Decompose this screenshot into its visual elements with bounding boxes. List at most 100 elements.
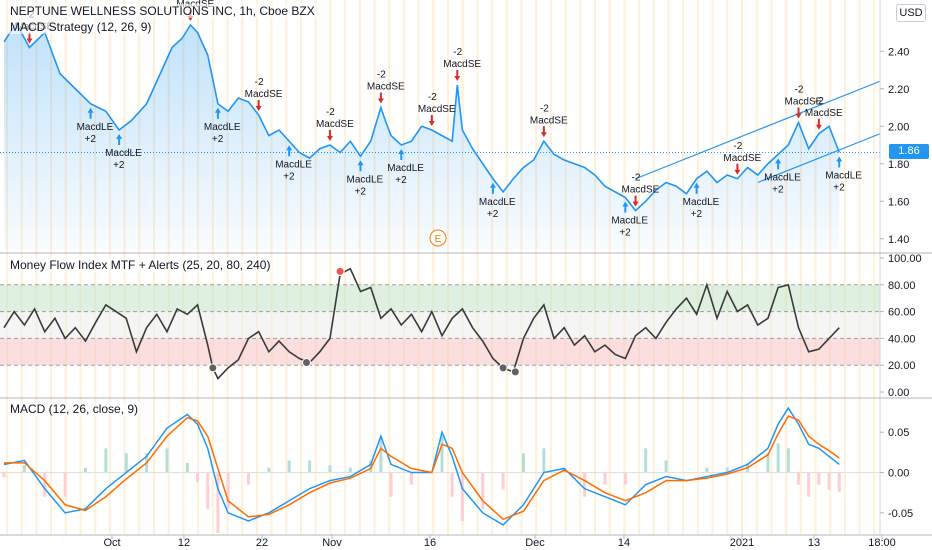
y-tick-label: 2.40 xyxy=(888,46,909,58)
y-tick-label: 1.80 xyxy=(888,159,909,171)
price-area xyxy=(4,23,840,250)
x-tick-label: 16 xyxy=(424,537,436,549)
last-price-badge: 1.86 xyxy=(889,144,929,159)
macd-histogram-bar xyxy=(369,460,373,473)
y-tick-label: 0.00 xyxy=(888,387,909,399)
short-entry-label: MacdSE xyxy=(723,153,761,164)
macd-histogram-bar xyxy=(450,472,454,497)
strategy-title: MACD Strategy (12, 26, 9) xyxy=(8,20,154,34)
macd-histogram-bar xyxy=(226,472,230,509)
session-stripe xyxy=(417,0,420,535)
sell-arrow xyxy=(326,130,333,141)
x-tick-label: Dec xyxy=(525,537,545,549)
sell-arrow xyxy=(734,163,741,175)
macd-histogram-bar xyxy=(786,448,790,473)
short-entry-label: MacdSE xyxy=(418,104,456,115)
y-tick-label: 2.20 xyxy=(888,84,909,96)
macd-histogram-bar xyxy=(583,472,587,497)
long-qty-label: +2 xyxy=(395,175,407,186)
currency-button[interactable]: USD xyxy=(896,4,926,22)
session-stripe xyxy=(755,0,758,535)
short-qty-label: -2 xyxy=(377,70,386,81)
sell-arrow xyxy=(377,92,384,104)
long-entry-label: MacdLE xyxy=(275,159,312,170)
session-stripe xyxy=(549,0,552,535)
sell-arrow xyxy=(540,126,547,138)
mfi-alert-marker xyxy=(302,358,312,368)
mfi-pane[interactable] xyxy=(0,266,880,380)
macd-histogram-bar xyxy=(124,453,128,473)
session-stripe xyxy=(388,0,391,535)
macd-histogram-bar xyxy=(664,460,668,473)
macd-histogram-bar xyxy=(63,472,67,497)
y-tick-label: 1.40 xyxy=(888,234,909,246)
macd-histogram-bar xyxy=(2,472,6,478)
session-stripe xyxy=(785,0,788,535)
overbought-band xyxy=(0,284,880,312)
macd-pane[interactable] xyxy=(0,406,880,533)
macd-histogram-bar xyxy=(797,472,801,485)
short-qty-label: -2 xyxy=(632,173,641,184)
y-tick-label: 0.05 xyxy=(888,427,909,439)
macd-histogram-bar xyxy=(409,472,413,485)
x-tick-label: 14 xyxy=(618,537,630,549)
long-qty-label: +2 xyxy=(833,183,845,194)
sell-arrow xyxy=(26,32,33,44)
macd-histogram-bar xyxy=(766,453,770,473)
macd-histogram-bar xyxy=(246,472,250,485)
symbol-title: NEPTUNE WELLNESS SOLUTIONS INC, 1h, Cboe… xyxy=(8,4,317,18)
long-entry-label: MacdLE xyxy=(764,172,801,183)
macd-histogram-bar xyxy=(623,472,627,485)
long-entry-label: MacdLE xyxy=(204,122,241,133)
session-stripe xyxy=(741,0,743,535)
earnings-marker[interactable]: E xyxy=(429,229,447,247)
session-stripe xyxy=(829,0,832,535)
mfi-line xyxy=(3,267,840,380)
long-entry-label: MacdLE xyxy=(479,197,516,208)
session-stripe xyxy=(623,0,626,535)
x-tick-label: 13 xyxy=(808,537,820,549)
macd-histogram-bar xyxy=(348,467,352,473)
macd-histogram-bar xyxy=(43,472,47,497)
long-qty-label: +2 xyxy=(355,186,367,197)
y-tick-label: 1.60 xyxy=(888,196,909,208)
oversold-band xyxy=(0,338,880,366)
session-stripe xyxy=(505,0,508,535)
short-qty-label: -2 xyxy=(453,47,462,58)
session-stripe xyxy=(520,0,523,535)
macd-histogram-bar xyxy=(725,467,729,473)
session-stripe xyxy=(329,0,332,535)
session-stripe xyxy=(432,0,435,535)
buy-arrow xyxy=(836,156,843,168)
session-stripe xyxy=(726,0,729,535)
session-stripe xyxy=(564,0,567,535)
session-stripe xyxy=(447,0,449,535)
long-qty-label: +2 xyxy=(85,134,97,145)
buy-arrow xyxy=(116,134,123,145)
buy-arrow xyxy=(286,145,293,157)
buy-arrow xyxy=(87,107,94,119)
session-stripe xyxy=(696,0,699,535)
macd-histogram-bar xyxy=(22,465,26,473)
session-stripe xyxy=(638,0,641,535)
x-tick-label: 22 xyxy=(256,537,268,549)
session-stripe xyxy=(667,0,670,535)
y-tick-label: 80.00 xyxy=(888,280,916,292)
macd-histogram-bar xyxy=(308,460,312,473)
macd-histogram-bar xyxy=(542,448,546,473)
long-entry-label: MacdLE xyxy=(105,148,142,159)
long-entry-label: MacdLE xyxy=(347,174,384,185)
short-entry-label: MacdSE xyxy=(316,119,354,130)
session-stripe xyxy=(843,0,846,535)
mfi-alert-marker xyxy=(335,266,345,276)
long-entry-label: MacdLE xyxy=(77,122,114,133)
x-tick-label: Nov xyxy=(322,537,342,549)
short-qty-label: -2 xyxy=(326,107,335,118)
price-pane[interactable]: MacdSE-2MacdLE+2MacdLE+2MacdSE-2MacdLE+2… xyxy=(0,0,881,250)
macd-histogram-bar xyxy=(521,453,525,473)
mfi-alert-marker xyxy=(510,367,520,377)
long-qty-label: +2 xyxy=(487,209,499,220)
trend-channel-line xyxy=(635,80,881,180)
